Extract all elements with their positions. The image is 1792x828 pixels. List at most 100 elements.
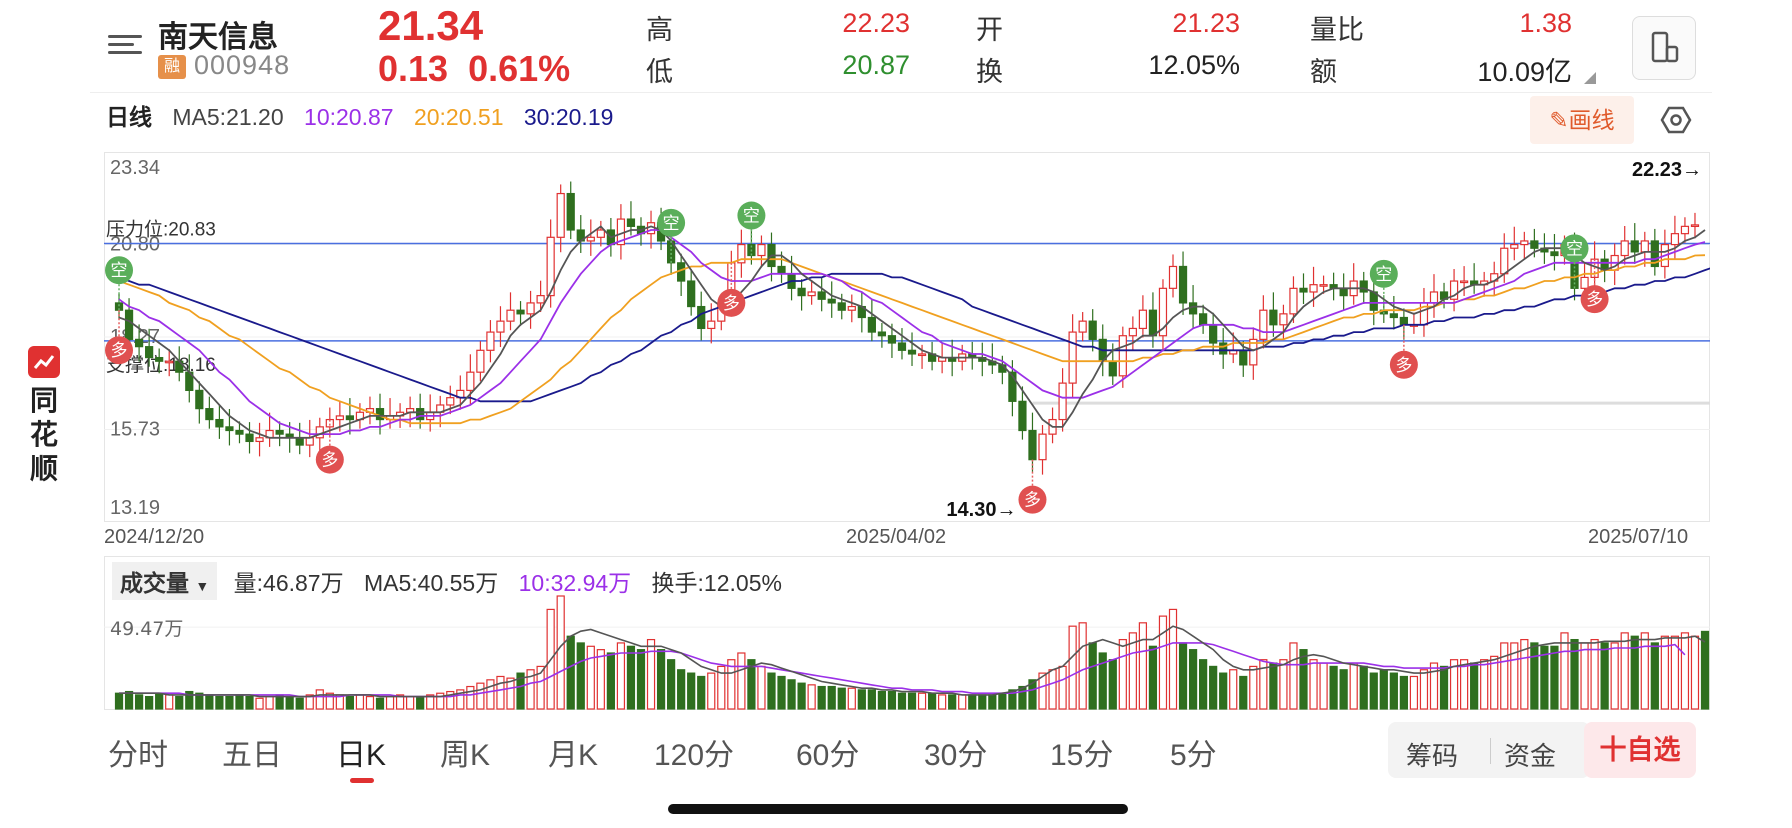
signal-label: 空 [111, 261, 128, 281]
candle-body [215, 418, 224, 428]
tab-daily-k[interactable]: 日K [336, 739, 387, 772]
signal-label: 多 [321, 451, 338, 471]
volume-bar [958, 694, 967, 710]
stat-volratio-value: 1.38 [1519, 8, 1572, 38]
volume-bar [1379, 669, 1388, 710]
volume-value: 量:46.87万 [233, 570, 344, 596]
tab-weekly-k[interactable]: 周K [440, 739, 491, 772]
y-axis-label: 20.80 [110, 234, 160, 256]
period-label: 日线 [106, 104, 152, 130]
signal-badge [1389, 350, 1418, 379]
expand-corner-icon[interactable] [1584, 72, 1596, 84]
volume-bar [897, 692, 907, 710]
stat-low-label: 低 [646, 57, 673, 87]
kline-chart[interactable]: 23.3420.8018.2715.7313.19压力位:20.83支撑位:18… [104, 152, 1710, 522]
tab-timeshare[interactable]: 分时 [108, 739, 168, 772]
volume-bar [968, 694, 977, 710]
candle-body [1650, 240, 1659, 268]
volume-bar [827, 685, 836, 710]
volume-bar [1118, 638, 1127, 710]
volume-bar [677, 669, 686, 710]
candle-body [155, 356, 164, 362]
indicator-selector[interactable]: 成交量 ▼ [112, 562, 218, 600]
volume-bar [155, 692, 164, 710]
signal-label: 多 [1024, 491, 1041, 511]
volume-bar [416, 695, 425, 710]
signal-badge [1580, 285, 1609, 314]
volume-bar [1068, 625, 1077, 710]
volume-bar [124, 690, 134, 710]
add-watchlist-button[interactable]: 十自选 [1584, 722, 1696, 778]
candle-body [416, 408, 425, 421]
tab-60min[interactable]: 60分 [796, 739, 860, 772]
ma10-line [118, 229, 1706, 436]
candle-body [466, 371, 475, 392]
y-axis-label: 15.73 [110, 418, 160, 440]
volume-bar [1530, 642, 1539, 710]
candle-body [867, 316, 876, 333]
volume-y-label: 49.47万 [110, 618, 183, 640]
candle-body [1520, 240, 1529, 246]
landscape-toggle-button[interactable] [1632, 16, 1696, 80]
stock-name: 南天信息 [158, 21, 278, 54]
volume-bar [1108, 659, 1117, 710]
signal-label: 空 [1375, 265, 1392, 285]
volume-bar [375, 697, 385, 710]
volume-chart[interactable]: 49.47万 [104, 556, 1710, 710]
volume-bar [596, 649, 605, 710]
signal-badge [657, 208, 686, 237]
candle-body [1078, 320, 1087, 333]
volume-bar [988, 694, 997, 710]
tab-five-day[interactable]: 五日 [222, 739, 282, 772]
volume-bar [185, 690, 194, 710]
volume-bar [1520, 638, 1529, 710]
candle-body [1118, 335, 1127, 377]
candle-body [1008, 371, 1017, 402]
volume-bar [666, 659, 676, 710]
stat-high-value: 22.23 [842, 8, 910, 38]
volume-bar [1550, 645, 1559, 710]
volume-bar [907, 692, 917, 710]
long-signal: 多 [315, 419, 344, 474]
volume-bar [1540, 645, 1549, 710]
volume-bar [626, 645, 636, 710]
tab-5min[interactable]: 5分 [1170, 739, 1217, 772]
funds-button[interactable]: 资金 [1504, 741, 1557, 771]
chips-button[interactable]: 筹码 [1406, 741, 1459, 771]
volume-bar [145, 695, 154, 710]
volume-bar [385, 695, 395, 710]
volume-bar [315, 689, 324, 710]
date-end: 2025/07/10 [1588, 526, 1689, 548]
volume-bar [857, 689, 866, 710]
candle-body [1088, 320, 1097, 340]
tonghuashun-logo-icon[interactable] [28, 346, 60, 378]
volume-bar [476, 682, 485, 710]
change-percent: 0.61% [468, 48, 571, 89]
volume-bar [1510, 642, 1519, 710]
volume-bar [1259, 659, 1268, 710]
volume-bar [1369, 672, 1378, 710]
signal-label: 空 [1566, 239, 1583, 259]
settings-icon[interactable] [1660, 104, 1692, 136]
candle-body [205, 408, 214, 421]
volume-bar [1419, 669, 1429, 710]
menu-icon[interactable] [108, 30, 142, 60]
y-axis-label: 13.19 [110, 497, 160, 519]
draw-line-button[interactable]: ✎画线 [1530, 96, 1634, 144]
tab-monthly-k[interactable]: 月K [548, 739, 599, 772]
candle-body [1319, 284, 1328, 287]
tab-15min[interactable]: 15分 [1050, 739, 1114, 772]
candle-body [1178, 265, 1188, 304]
candle-body [586, 236, 595, 242]
candle-body [917, 353, 927, 357]
volume-bar [927, 692, 937, 710]
candle-body [345, 415, 355, 421]
volume-bar [466, 685, 475, 710]
tab-120min[interactable]: 120分 [654, 739, 735, 772]
price-change: 0.13 0.61% [378, 48, 570, 90]
tab-30min[interactable]: 30分 [924, 739, 988, 772]
signal-label: 多 [1395, 356, 1412, 376]
volume-bar [305, 694, 314, 710]
volume-bar [566, 635, 575, 710]
candle-body [596, 229, 605, 238]
